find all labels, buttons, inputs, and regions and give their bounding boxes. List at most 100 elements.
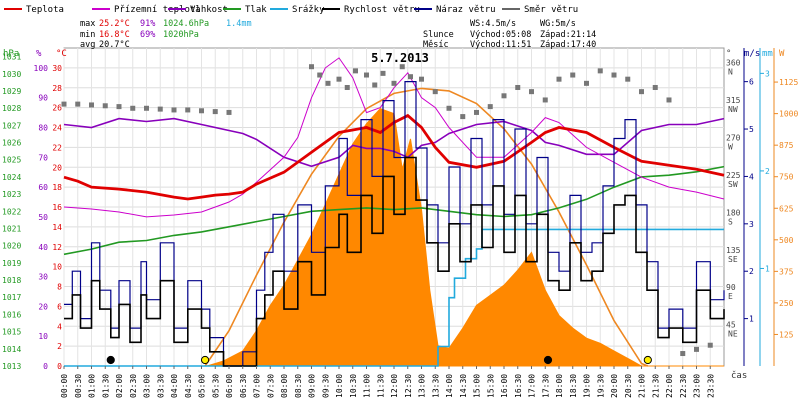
temp-tick-label: 2 <box>57 342 62 351</box>
ms-tick-label: 6 <box>749 78 754 87</box>
stat-min-hum: 69% <box>140 30 155 40</box>
moonrise-time: Východ:11:51 <box>470 40 531 50</box>
w-tick-label: 250 <box>779 299 794 308</box>
wind-direction-point <box>570 72 576 78</box>
wind-gust-line <box>64 81 725 367</box>
wind-direction-point <box>408 74 413 80</box>
x-tick-label: 04:30 <box>184 374 193 398</box>
wind-direction-point <box>399 64 405 70</box>
temp-tick-label: 24 <box>52 124 62 133</box>
temp-tick-label: 12 <box>52 243 62 252</box>
x-tick-label: 18:00 <box>555 374 564 398</box>
wind-direction-point <box>432 89 438 95</box>
plot-area <box>61 47 725 367</box>
wind-direction-point <box>309 64 314 70</box>
stat-min-press: 1020hPa <box>163 30 199 40</box>
x-tick-label: 08:00 <box>280 374 289 398</box>
hpa-tick-label: 1031 <box>2 53 21 62</box>
stat-min-temp: 16.8°C <box>99 30 130 40</box>
mm-tick-label: 2 <box>765 167 770 176</box>
wind-speed-line <box>64 156 725 367</box>
wind-direction-point <box>556 76 562 82</box>
x-tick-label: 06:30 <box>239 374 248 398</box>
x-tick-label: 11:00 <box>363 374 372 398</box>
dir-tick-label: 90 <box>726 283 736 292</box>
x-tick-label: 01:00 <box>88 374 97 398</box>
wind-direction-point <box>639 89 644 95</box>
ms-tick-label: 2 <box>749 267 754 276</box>
x-tick-label: 16:00 <box>500 374 509 398</box>
wind-direction-point <box>666 97 672 103</box>
x-tick-label: 02:00 <box>115 374 124 398</box>
svg-text:Náraz větru: Náraz větru <box>436 5 496 15</box>
w-tick-label: 875 <box>779 141 794 150</box>
mm-tick-label: 1 <box>765 264 770 273</box>
stat-max-label: max <box>80 19 95 29</box>
x-tick-label: 02:30 <box>129 374 138 398</box>
dir-name-label: S <box>728 217 733 226</box>
hpa-tick-label: 1014 <box>2 345 21 354</box>
wind-direction-points <box>61 64 713 357</box>
dir-tick-label: 360 <box>726 59 741 68</box>
wind-direction-point <box>542 97 548 103</box>
w-tick-label: 125 <box>779 330 794 339</box>
sunrise-time: Východ:05:08 <box>470 30 531 40</box>
x-tick-label: 20:00 <box>610 374 619 398</box>
x-tick-label: 22:00 <box>665 374 674 398</box>
temperature-line <box>63 113 725 201</box>
temp-unit: °C <box>56 49 67 59</box>
ground-temperature-line <box>63 57 725 218</box>
svg-text:Přízemní teplota: Přízemní teplota <box>114 5 201 15</box>
legend-wind-gust: Náraz větru <box>414 5 496 15</box>
x-tick-label: 23:00 <box>693 374 702 398</box>
statistics: max 25.2°C 91% 1024.6hPa 1.4mm min 16.8°… <box>80 19 252 50</box>
x-tick-label: 17:30 <box>541 374 550 398</box>
dir-name-label: SE <box>728 255 738 264</box>
legend-precipitation: Srážky <box>270 5 325 15</box>
dir-name-label: NE <box>728 330 738 339</box>
temp-tick-label: 10 <box>52 263 62 272</box>
wind-gust-now: WG:5m/s <box>540 19 576 29</box>
pct-unit: % <box>36 49 42 59</box>
x-tick-label: 09:00 <box>308 374 317 398</box>
pct-tick-label: 20 <box>38 302 48 311</box>
w-unit: W <box>779 49 785 59</box>
svg-text:Srážky: Srážky <box>292 5 325 15</box>
ms-tick-label: 4 <box>749 172 754 181</box>
wind-direction-point <box>344 84 350 90</box>
chart-title: 5.7.2013 <box>371 51 429 65</box>
wind-direction-point <box>89 102 94 108</box>
left-axes: 1031103010291028102710261025102410231022… <box>2 53 62 371</box>
svg-text:Rychlost větru: Rychlost větru <box>344 5 420 15</box>
dir-name-label: NW <box>728 105 738 114</box>
moon-icon <box>543 355 553 365</box>
wind-direction-point <box>625 76 631 82</box>
hpa-tick-label: 1028 <box>2 104 21 113</box>
dir-name-label: W <box>728 143 733 152</box>
wind-direction-point <box>501 93 507 99</box>
x-tick-label: 08:30 <box>294 374 303 398</box>
temp-tick-label: 20 <box>52 163 62 172</box>
svg-text:Směr větru: Směr větru <box>524 5 578 15</box>
temp-tick-label: 18 <box>52 183 62 192</box>
wind-direction-point <box>226 109 232 115</box>
temp-tick-label: 28 <box>52 84 62 93</box>
astronomical-events <box>106 355 652 365</box>
dir-tick-label: 315 <box>726 96 741 105</box>
wind-direction-point <box>419 76 424 82</box>
temp-tick-label: 14 <box>52 223 62 232</box>
hpa-tick-label: 1013 <box>2 362 21 371</box>
mm-unit: mm <box>762 49 773 59</box>
x-tick-label: 18:30 <box>569 374 578 398</box>
legend-ground-temperature: Přízemní teplota <box>92 5 201 15</box>
dir-unit: ° <box>726 49 731 59</box>
wind-direction-point <box>116 104 122 110</box>
dir-tick-label: 135 <box>726 246 741 255</box>
x-tick-label: 15:00 <box>473 374 482 398</box>
svg-text:Tlak: Tlak <box>245 5 267 15</box>
wind-direction-point <box>680 351 686 357</box>
pct-tick-label: 90 <box>38 94 48 103</box>
hpa-tick-label: 1020 <box>2 242 21 251</box>
pct-tick-label: 0 <box>43 362 48 371</box>
